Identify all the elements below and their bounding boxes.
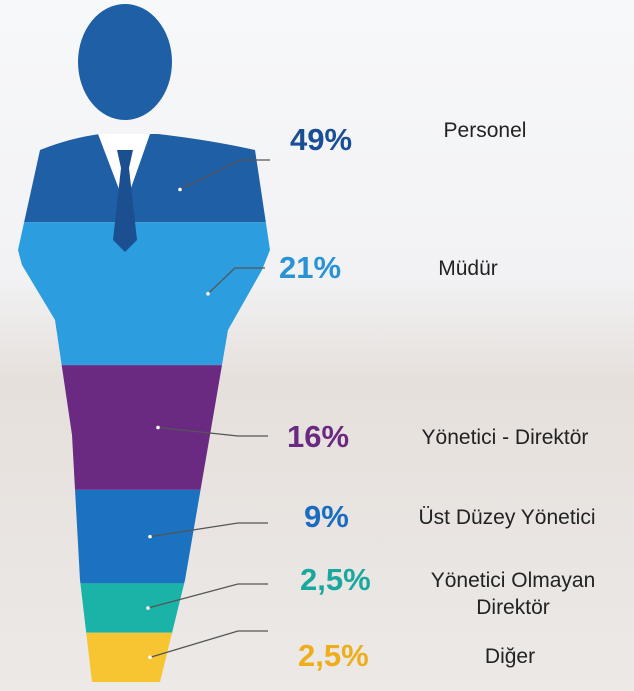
leader-dot [156, 426, 160, 430]
value-label: 2,5% [298, 638, 369, 674]
category-label: Diğer [455, 643, 565, 670]
infographic: 49% Personel 21% Müdür 16% Yönetici - Direktö… [0, 0, 634, 691]
category-label: Yönetici - Direktör [385, 424, 625, 451]
value-label: 21% [279, 250, 341, 286]
person-body [0, 4, 300, 682]
category-label: Yönetici Olmayan Direktör [398, 567, 628, 621]
category-label: Personel [430, 117, 540, 144]
value-label: 2,5% [300, 562, 371, 598]
leader-dot [206, 292, 210, 296]
category-label: Müdür [428, 255, 508, 282]
leader-dot [148, 535, 152, 539]
segment [0, 365, 300, 490]
leader-dot [146, 606, 150, 610]
value-label: 16% [287, 419, 349, 455]
value-label: 49% [290, 122, 352, 158]
category-label: Üst Düzey Yönetici [387, 504, 627, 531]
leader-dot [148, 656, 152, 660]
leader-dot [178, 188, 182, 192]
value-label: 9% [304, 499, 349, 535]
segment [0, 4, 300, 222]
segment [0, 222, 300, 365]
